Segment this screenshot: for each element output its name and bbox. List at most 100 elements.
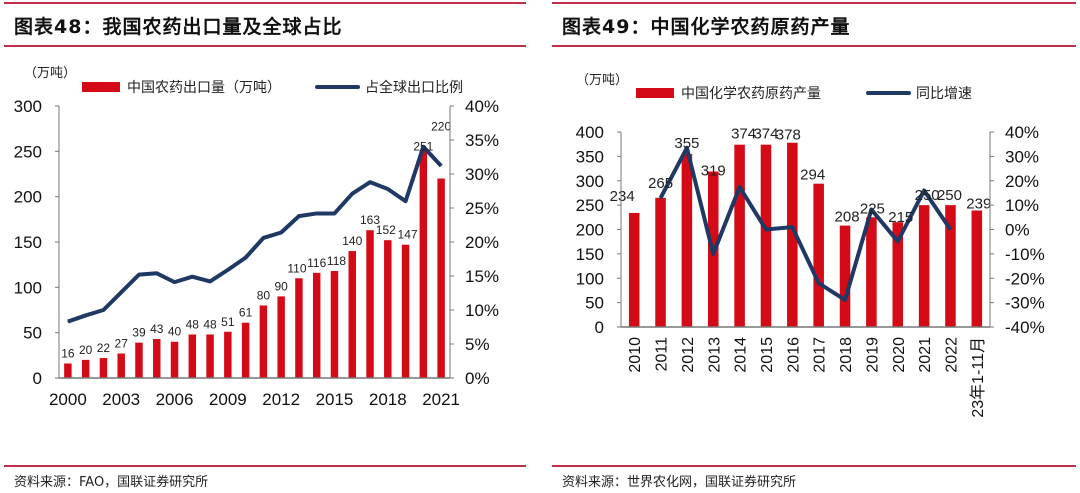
y2-tick-label: 40% [465,97,499,116]
y-tick-label: 100 [576,269,604,288]
legend-line-label: 占全球出口比例 [365,79,463,95]
line-point-2011 [262,237,264,239]
data-label: 355 [674,135,699,152]
line-point-2022 [949,229,951,230]
y2-tick-label: 15% [465,267,499,286]
y-tick-label: 0 [33,369,42,388]
y-tick-label: 350 [576,147,604,166]
line-point-2019 [870,209,872,211]
x-tick-label: 2012 [262,390,300,409]
data-label: 39 [132,326,146,340]
bar-2018 [384,240,392,378]
y2-tick-label: -10% [1005,245,1045,264]
bar-2021 [437,178,445,378]
line-point-2021 [440,165,442,167]
y-tick-label: 400 [576,123,604,142]
y2-tick-label: 20% [1005,172,1039,191]
line-point-2010 [245,257,247,259]
data-label: 61 [239,306,253,320]
y-tick-label: 200 [14,188,42,207]
legend-bar-swatch [636,88,674,98]
data-label: 220 [431,120,451,134]
y-tick-label: 250 [14,142,42,161]
data-label: 250 [937,187,962,204]
line-point-2016 [791,226,793,228]
bar-2019 [866,217,877,327]
line-point-2000 [67,321,69,323]
data-label: 80 [257,288,271,302]
x-tick-label: 2018 [838,337,855,373]
data-label: 40 [168,325,182,339]
line-point-2020 [897,240,899,242]
y-tick-label: 250 [576,196,604,215]
unit-label: （万吨） [24,65,76,80]
bar-2022 [945,205,956,327]
y2-tick-label: -40% [1005,318,1045,337]
y2-tick-label: 0% [465,369,490,388]
y2-tick-label: 25% [465,199,499,218]
data-label: 16 [61,346,75,360]
bar-2011 [259,305,268,378]
line-point-2020 [422,146,424,148]
bar-2020 [419,150,428,378]
legend-line-label: 同比增速 [916,85,972,101]
bar-2018 [839,225,851,327]
bar-2014 [312,272,321,378]
unit-label: （万吨） [576,72,628,87]
data-label: 265 [648,175,673,192]
bar-2015 [760,144,772,327]
share-line [658,145,953,302]
line-point-2016 [351,193,353,195]
data-label: 294 [800,167,825,184]
data-label: 90 [274,279,288,293]
y2-tick-label: -30% [1005,294,1045,313]
y-tick-label: 200 [576,221,604,240]
line-point-2004 [138,274,140,276]
y2-tick-label: 35% [465,131,499,150]
data-label: 51 [221,315,235,329]
bar-2017 [813,183,824,327]
bar-2010 [628,212,640,327]
data-label: 163 [360,213,380,227]
line-point-2005 [156,272,158,274]
y-tick-label: 100 [14,278,42,297]
bar-2012 [277,296,285,378]
x-tick-label: 2021 [917,337,934,373]
data-label: 208 [835,209,860,226]
bar-2019 [401,244,410,378]
bar-2016 [348,251,356,378]
bar-2000 [64,363,72,378]
y-tick-label: 300 [576,172,604,191]
top-rule [552,2,1076,4]
x-tick-label: 2009 [209,390,247,409]
line-point-2009 [227,269,229,271]
bar-2016 [787,142,798,327]
data-label: 225 [860,200,885,217]
legend-bar-label: 中国化学农药原药产量 [681,85,821,101]
bar-2006 [170,341,179,378]
data-label: 43 [150,322,164,336]
x-tick-label: 2012 [680,337,697,373]
chart-title: 图表48：我国农药出口量及全球占比 [14,16,343,38]
right-panel: 图表49：中国化学农药原药产量 （万吨） 中国化学农药原药产量 同比增速 234 265… [540,0,1080,493]
data-label: 22 [97,341,111,355]
data-label: 27 [115,337,129,351]
title-rule [4,45,526,47]
bar-2015 [330,271,339,378]
bar-2020 [892,222,904,327]
y-tick-label: 150 [576,245,604,264]
data-label: 48 [186,317,200,331]
bar-2003 [117,353,125,378]
source-note: 资料来源：世界农化网，国联证券研究所 [562,475,797,490]
data-label: 116 [307,256,326,270]
y-tick-label: 50 [23,324,42,343]
data-label: 118 [327,254,346,268]
bar-2021 [918,205,930,327]
left-panel: 图表48：我国农药出口量及全球占比 （万吨） 中国农药出口量（万吨） 占全球出口比例… [4,2,526,490]
top-rule [4,2,526,4]
y2-tick-label: 20% [465,233,499,252]
data-label: 239 [966,195,991,212]
bar-2017 [366,230,374,378]
line-point-2006 [174,281,176,283]
data-label: 250 [915,187,940,204]
